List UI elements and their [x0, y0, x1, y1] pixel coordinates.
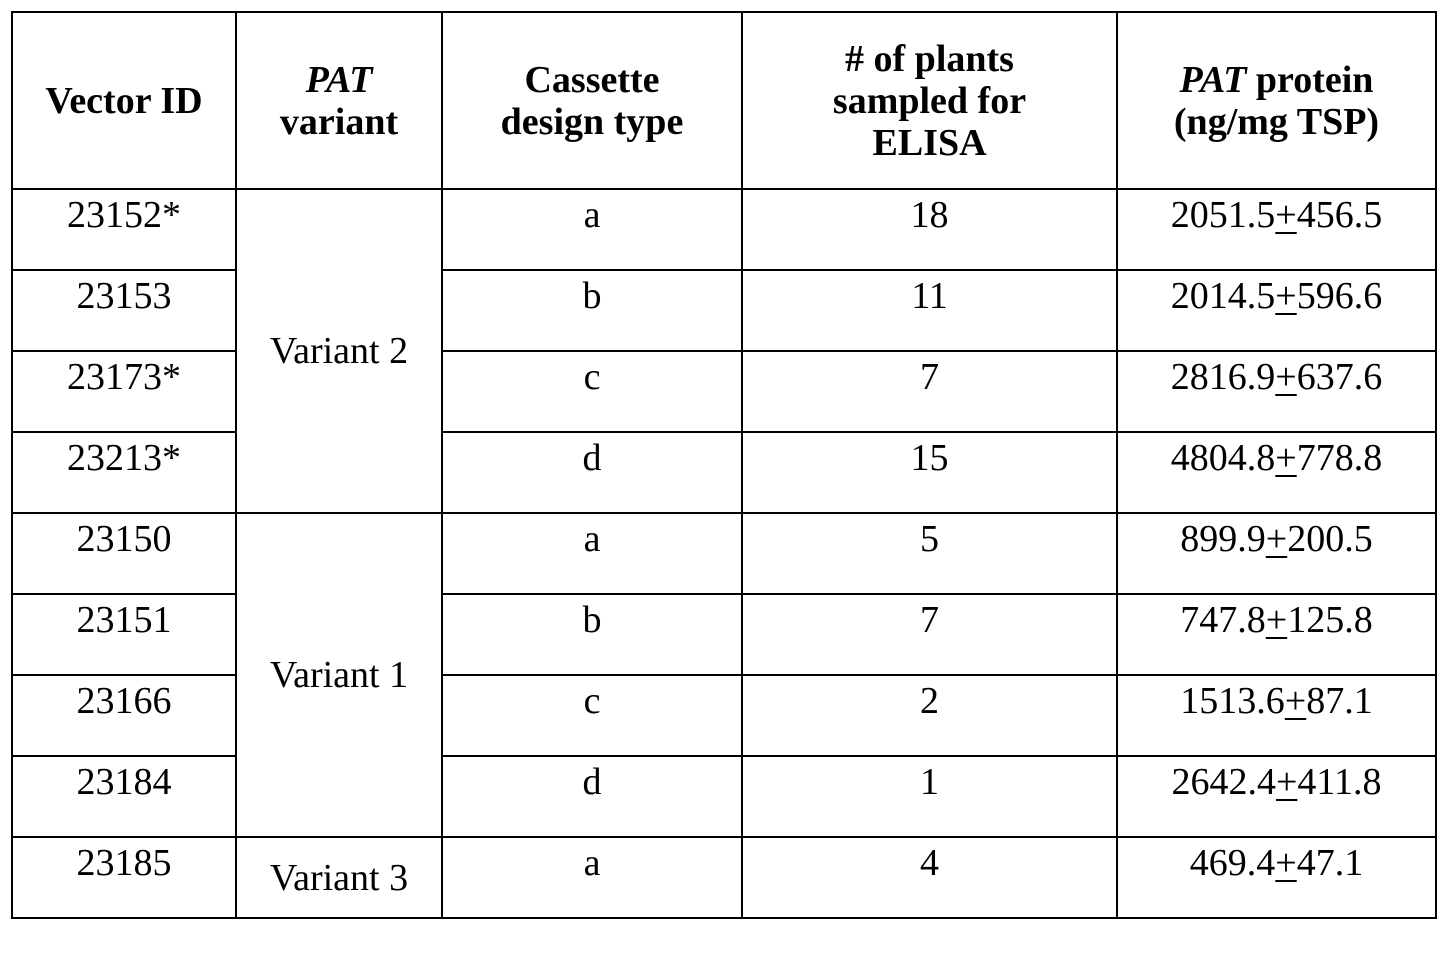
table-row: 23185 Variant 3 a 4 469.4+47.1: [11, 836, 1437, 919]
cell-cassette-design: d: [441, 755, 743, 838]
cell-plants-sampled: 15: [741, 431, 1118, 514]
table-body: 23152* Variant 2 a 18 2051.5+456.5 23153 b 11 20…: [11, 188, 1437, 919]
cell-cassette-design: c: [441, 674, 743, 757]
cell-vector-id: 23173*: [11, 350, 237, 433]
cell-vector-id: 23213*: [11, 431, 237, 514]
protein-sd: 47.1: [1296, 842, 1364, 884]
plus-minus-sign: +: [1275, 437, 1297, 479]
cell-plants-sampled: 5: [741, 512, 1118, 595]
cell-plants-sampled: 18: [741, 188, 1118, 271]
header-cassette-design: Cassette design type: [441, 11, 743, 190]
cell-cassette-design: a: [441, 188, 743, 271]
cell-pat-variant: Variant 2: [235, 188, 443, 514]
header-plants-sampled: # of plants sampled for ELISA: [741, 11, 1118, 190]
protein-mean: 2014.5: [1170, 275, 1276, 317]
plus-minus-sign: +: [1265, 518, 1288, 560]
cell-pat-protein: 2014.5+596.6: [1116, 269, 1437, 352]
cell-pat-protein: 1513.6+87.1: [1116, 674, 1437, 757]
cell-plants-sampled: 7: [741, 350, 1118, 433]
cell-plants-sampled: 7: [741, 593, 1118, 676]
cell-pat-variant: Variant 3: [235, 836, 443, 919]
table-row: 23213* d 15 4804.8+778.8: [11, 431, 1437, 514]
header-pat-protein-rest: protein: [1246, 58, 1374, 101]
protein-sd: 778.8: [1296, 437, 1383, 479]
header-cassette-line1: Cassette: [524, 58, 660, 101]
cell-pat-protein: 4804.8+778.8: [1116, 431, 1437, 514]
cell-plants-sampled: 11: [741, 269, 1118, 352]
cell-vector-id: 23152*: [11, 188, 237, 271]
plus-minus-sign: +: [1265, 599, 1288, 641]
cell-pat-protein: 747.8+125.8: [1116, 593, 1437, 676]
protein-sd: 637.6: [1296, 356, 1383, 398]
cell-pat-protein: 2816.9+637.6: [1116, 350, 1437, 433]
table-row: 23151 b 7 747.8+125.8: [11, 593, 1437, 676]
protein-mean: 4804.8: [1170, 437, 1276, 479]
header-vector-id: Vector ID: [11, 11, 237, 190]
protein-sd: 596.6: [1296, 275, 1383, 317]
header-pat-variant-rest: variant: [279, 100, 399, 143]
header-plants-line1: # of plants: [845, 37, 1014, 80]
header-pat-protein-line2: (ng/mg TSP): [1173, 100, 1380, 143]
protein-sd: 87.1: [1306, 680, 1373, 722]
table-row: 23173* c 7 2816.9+637.6: [11, 350, 1437, 433]
protein-mean: 899.9: [1180, 518, 1266, 560]
table-row: 23150 Variant 1 a 5 899.9+200.5: [11, 512, 1437, 838]
cell-cassette-design: c: [441, 350, 743, 433]
cell-plants-sampled: 1: [741, 755, 1118, 838]
table-row: 23184 d 1 2642.4+411.8: [11, 755, 1437, 838]
protein-mean: 2816.9: [1170, 356, 1276, 398]
cell-vector-id: 23150: [11, 512, 237, 595]
header-pat-protein-italic: PAT: [1179, 58, 1247, 101]
plus-minus-sign: +: [1275, 761, 1298, 803]
table-row: 23166 c 2 1513.6+87.1: [11, 674, 1437, 757]
header-row: Vector ID PAT variant Cassette design ty…: [11, 11, 1437, 190]
cell-vector-id: 23153: [11, 269, 237, 352]
protein-sd: 411.8: [1297, 761, 1382, 803]
protein-sd: 456.5: [1296, 194, 1383, 236]
header-pat-protein: PAT protein (ng/mg TSP): [1116, 11, 1437, 190]
protein-mean: 2642.4: [1171, 761, 1276, 803]
header-plants-line3: ELISA: [872, 121, 987, 164]
cell-cassette-design: a: [441, 512, 743, 595]
header-pat-variant-italic: PAT: [305, 58, 373, 101]
plus-minus-sign: +: [1275, 842, 1297, 884]
header-plants-line2: sampled for: [832, 79, 1027, 122]
data-table: Vector ID PAT variant Cassette design ty…: [11, 11, 1437, 919]
cell-vector-id: 23166: [11, 674, 237, 757]
cell-pat-protein: 2642.4+411.8: [1116, 755, 1437, 838]
plus-minus-sign: +: [1275, 194, 1297, 236]
cell-pat-protein: 469.4+47.1: [1116, 836, 1437, 919]
header-cassette-line2: design type: [500, 100, 684, 143]
cell-vector-id: 23151: [11, 593, 237, 676]
protein-mean: 1513.6: [1180, 680, 1285, 722]
plus-minus-sign: +: [1284, 680, 1307, 722]
table-row: 23153 b 11 2014.5+596.6: [11, 269, 1437, 352]
protein-mean: 747.8: [1180, 599, 1266, 641]
protein-mean: 2051.5: [1170, 194, 1276, 236]
protein-sd: 200.5: [1287, 518, 1373, 560]
cell-cassette-design: a: [441, 836, 743, 919]
cell-pat-variant: Variant 1: [235, 512, 443, 838]
cell-vector-id: 23184: [11, 755, 237, 838]
header-pat-variant: PAT variant: [235, 11, 443, 190]
cell-cassette-design: b: [441, 269, 743, 352]
plus-minus-sign: +: [1275, 356, 1297, 398]
cell-plants-sampled: 4: [741, 836, 1118, 919]
cell-pat-protein: 2051.5+456.5: [1116, 188, 1437, 271]
table-row: 23152* Variant 2 a 18 2051.5+456.5: [11, 188, 1437, 514]
plus-minus-sign: +: [1275, 275, 1297, 317]
cell-vector-id: 23185: [11, 836, 237, 919]
cell-plants-sampled: 2: [741, 674, 1118, 757]
cell-pat-protein: 899.9+200.5: [1116, 512, 1437, 595]
cell-cassette-design: b: [441, 593, 743, 676]
cell-cassette-design: d: [441, 431, 743, 514]
protein-mean: 469.4: [1189, 842, 1276, 884]
protein-sd: 125.8: [1287, 599, 1373, 641]
